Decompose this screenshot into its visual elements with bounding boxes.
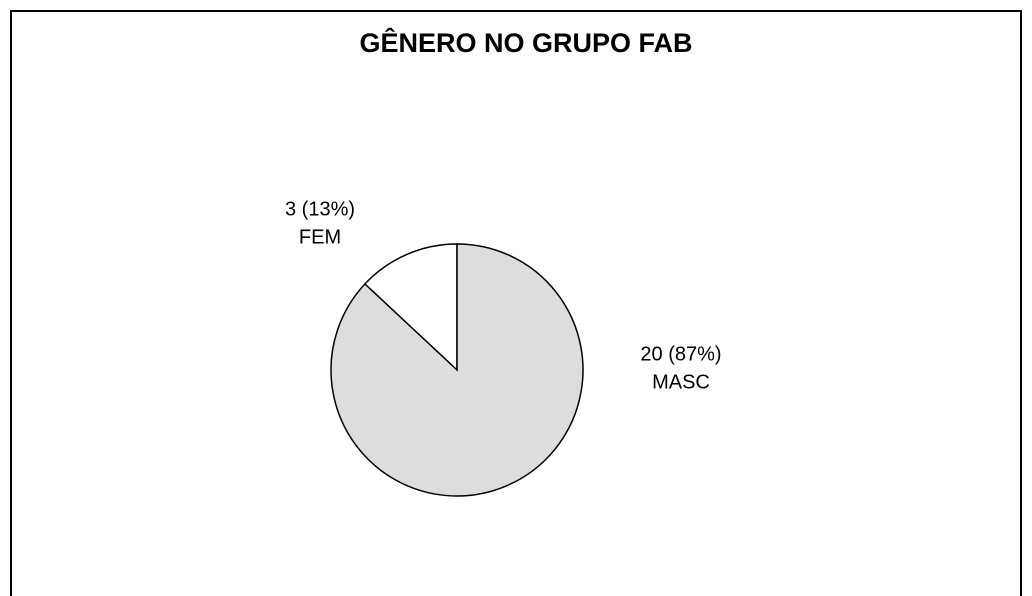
chart-title: GÊNERO NO GRUPO FAB	[359, 27, 692, 58]
pie-slice	[363, 243, 458, 372]
pie-slice	[330, 243, 584, 497]
data-label: 20 (87%)	[640, 343, 721, 365]
category-label: FEM	[299, 226, 341, 248]
category-label: MASC	[652, 371, 710, 393]
chart-frame	[10, 10, 1022, 596]
data-label: 3 (13%)	[285, 198, 355, 220]
